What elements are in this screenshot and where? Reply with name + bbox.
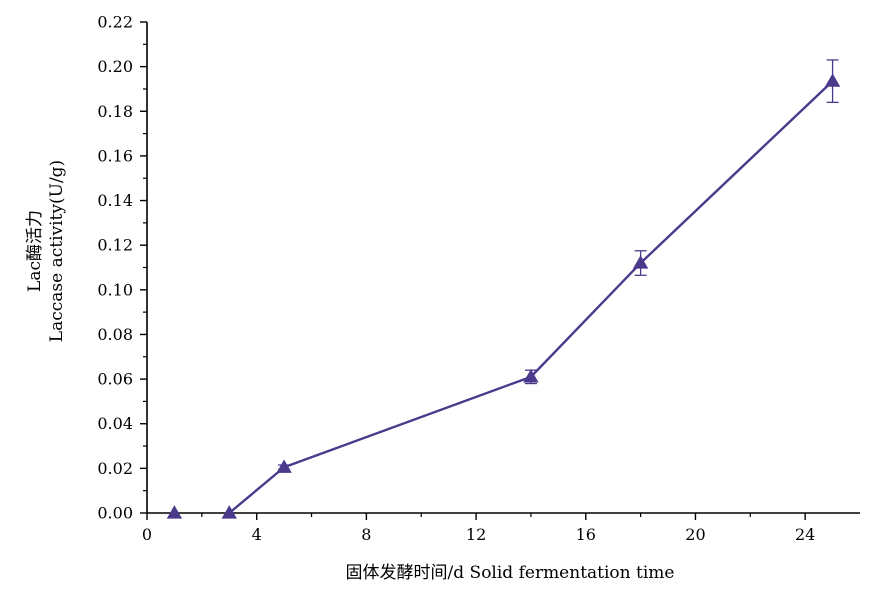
series-layer [166,59,841,519]
y-tick-label: 0.08 [97,325,133,344]
y-tick-label: 0.02 [97,459,133,478]
y-tick-label: 0.16 [97,146,133,165]
y-tick-label: 0.14 [97,191,133,210]
data-point-triangle [824,73,841,87]
y-tick-label: 0.22 [97,13,133,32]
y-axis-title-line2: Laccase activity(U/g) [47,160,67,342]
x-tick-label: 4 [252,525,262,544]
x-tick-label: 8 [361,525,371,544]
data-point-triangle [632,255,649,269]
ticks-layer: 0 4 8 12 16 20 24 0.00 0.02 0.04 0.06 0.08 0.10 0.12 0… [97,13,815,545]
x-tick-label: 12 [466,525,486,544]
y-tick-label: 0.20 [97,57,133,76]
y-tick-label: 0.00 [97,504,133,523]
data-point-triangle [523,369,539,383]
data-point-triangle [166,505,183,519]
y-tick-label: 0.18 [97,102,133,121]
y-tick-label: 0.04 [97,414,133,433]
x-tick-label: 0 [142,525,152,544]
x-tick-label: 20 [685,525,705,544]
y-tick-label: 0.06 [97,370,133,389]
x-tick-label: 24 [795,525,815,544]
y-tick-label: 0.10 [97,280,133,299]
y-tick-label: 0.12 [97,236,133,255]
series-line [228,80,834,514]
x-tick-label: 16 [576,525,596,544]
x-axis-title: 固体发酵时间/d Solid fermentation time [346,563,675,583]
y-axis-title-line1: Lac酶活力 [25,210,45,292]
data-point-triangle [276,459,292,473]
axes-layer [146,22,860,514]
data-point-triangle [221,505,237,519]
